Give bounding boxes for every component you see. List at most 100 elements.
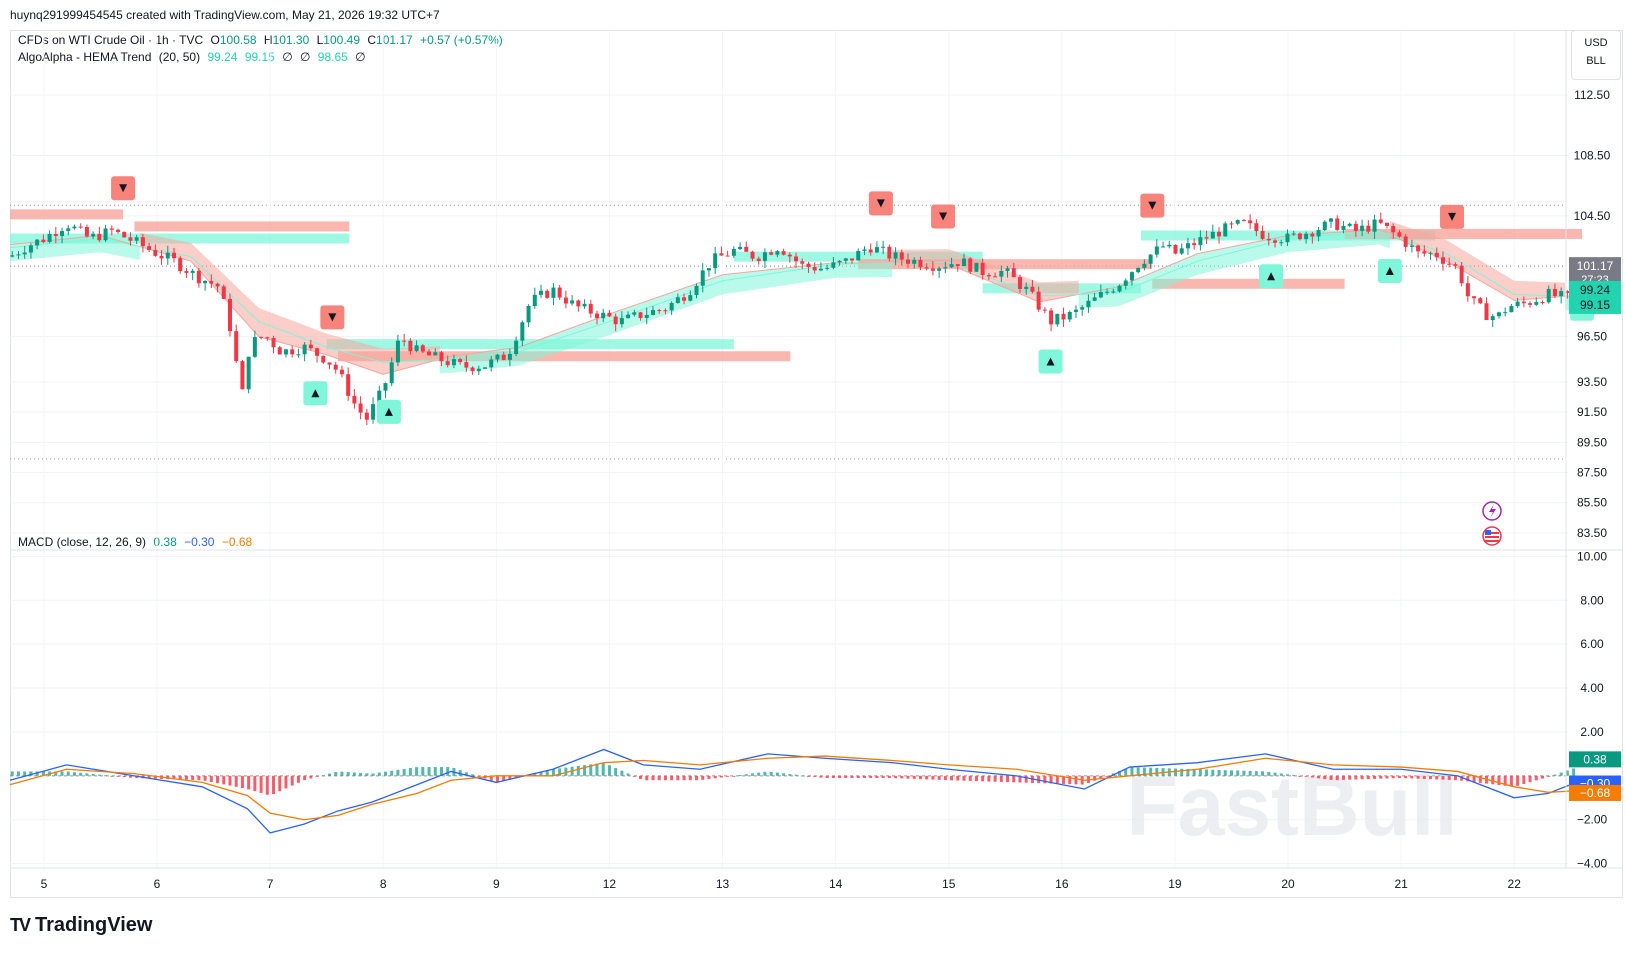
macd-histogram-bar	[1391, 775, 1395, 779]
macd-tick-label: 8.00	[1580, 593, 1604, 607]
candle-down	[420, 345, 425, 352]
alert-icon[interactable]	[1482, 501, 1502, 521]
macd-histogram-bar	[576, 765, 580, 776]
candle-up	[1142, 263, 1147, 268]
macd-histogram-bar	[1547, 775, 1551, 777]
candle-up	[644, 314, 649, 319]
macd-histogram-bar	[1012, 775, 1016, 783]
macd-histogram-bar	[178, 775, 182, 780]
macd-hist-value: 0.38	[153, 535, 177, 549]
macd-histogram-bar	[1379, 775, 1383, 779]
macd-histogram-bar	[676, 775, 680, 781]
candle-down	[1478, 298, 1483, 304]
macd-histogram-bar	[234, 775, 238, 787]
candle-down	[196, 270, 201, 284]
candle-up	[1546, 288, 1551, 303]
candle-down	[812, 267, 817, 271]
macd-histogram-bar	[1435, 775, 1439, 780]
candle-up	[483, 367, 488, 369]
candle-up	[862, 249, 867, 251]
candle-down	[1552, 288, 1557, 297]
macd-histogram-bar	[1229, 770, 1233, 776]
candle-down	[41, 239, 46, 242]
price-tick-label: 91.50	[1577, 405, 1607, 419]
time-tick-label: 21	[1394, 877, 1408, 891]
tradingview-logo[interactable]: TV TradingView	[10, 914, 152, 937]
us-flag-icon[interactable]	[1482, 526, 1502, 546]
candle-down	[1472, 296, 1477, 299]
candle-down	[445, 361, 450, 366]
hema-ribbon	[1078, 229, 1390, 308]
candle-up	[514, 340, 519, 354]
candle-up	[1341, 225, 1346, 230]
macd-histogram-bar	[253, 775, 257, 792]
indicator-value-6: ∅	[355, 50, 366, 64]
candle-down	[78, 226, 83, 228]
macd-histogram-bar	[1565, 770, 1569, 776]
macd-histogram-bar	[1124, 768, 1128, 776]
macd-histogram-bar	[216, 775, 220, 784]
candle-down	[109, 228, 114, 230]
candle-down	[924, 267, 929, 269]
macd-histogram-bar	[1298, 775, 1302, 777]
bear-zone	[10, 209, 124, 220]
macd-histogram-bar	[601, 762, 605, 776]
macd-histogram-bar	[1093, 775, 1097, 781]
macd-histogram-bar	[16, 771, 20, 776]
candle-up	[551, 287, 556, 298]
buy-signal-icon	[1385, 266, 1394, 275]
candle-down	[259, 337, 264, 339]
candle-down	[339, 369, 344, 375]
macd-histogram-bar	[1478, 775, 1482, 783]
macd-histogram-bar	[974, 775, 978, 782]
macd-histogram-bar	[1373, 775, 1377, 779]
macd-signal-axis-label-box	[1569, 784, 1621, 801]
macd-histogram-bar	[85, 773, 89, 776]
macd-histogram-bar	[29, 771, 33, 776]
hema-ribbon	[140, 232, 440, 375]
macd-histogram-bar	[906, 775, 910, 779]
candle-up	[999, 270, 1004, 277]
macd-histogram-bar	[328, 773, 332, 776]
candle-up	[1534, 302, 1539, 305]
tradingview-logo-mark: TV	[10, 915, 31, 935]
macd-histogram-bar	[309, 775, 313, 779]
macd-tick-label: 10.00	[1577, 549, 1607, 563]
buy-signal-icon	[311, 389, 320, 398]
candle-down	[315, 348, 320, 356]
price-tick-label: 85.50	[1577, 496, 1607, 510]
macd-hist-axis-label: 0.38	[1583, 752, 1607, 766]
candle-up	[856, 250, 861, 261]
macd-histogram-bar	[1105, 775, 1109, 777]
macd-histogram-bar	[614, 767, 618, 776]
macd-histogram-bar	[383, 771, 387, 776]
candle-down	[1241, 220, 1246, 222]
candle-up	[1223, 223, 1228, 237]
macd-histogram-bar	[682, 775, 686, 781]
candle-up	[1496, 312, 1501, 317]
candle-down	[1273, 240, 1278, 243]
macd-line	[9, 748, 1577, 834]
macd-histogram-bar	[1149, 767, 1153, 776]
macd-histogram-bar	[1242, 770, 1246, 776]
macd-legend[interactable]: MACD (close, 12, 26, 9) 0.38 −0.30 −0.68	[18, 535, 256, 549]
candle-up	[1329, 218, 1334, 222]
macd-histogram-bar	[620, 770, 624, 776]
candle-down	[1521, 301, 1526, 304]
candle-down	[97, 233, 102, 241]
candle-down	[657, 310, 662, 312]
bear-zone	[1344, 228, 1583, 239]
price-tick-label: 112.50	[1574, 88, 1610, 102]
indicator-value-3: ∅	[282, 50, 293, 64]
currency-unit-button[interactable]: USD BLL	[1571, 30, 1621, 80]
macd-histogram-bar	[937, 775, 941, 780]
indicator-params: (20, 50)	[158, 50, 201, 64]
macd-histogram-bar	[1024, 775, 1028, 783]
candle-up	[283, 349, 288, 355]
macd-signal-value: −0.68	[221, 535, 253, 549]
macd-histogram-bar	[303, 775, 307, 781]
candle-up	[1098, 292, 1103, 298]
macd-histogram-bar	[1018, 775, 1022, 783]
indicator-legend[interactable]: AlgoAlpha - HEMA Trend (20, 50) 99.24 99…	[18, 50, 370, 64]
